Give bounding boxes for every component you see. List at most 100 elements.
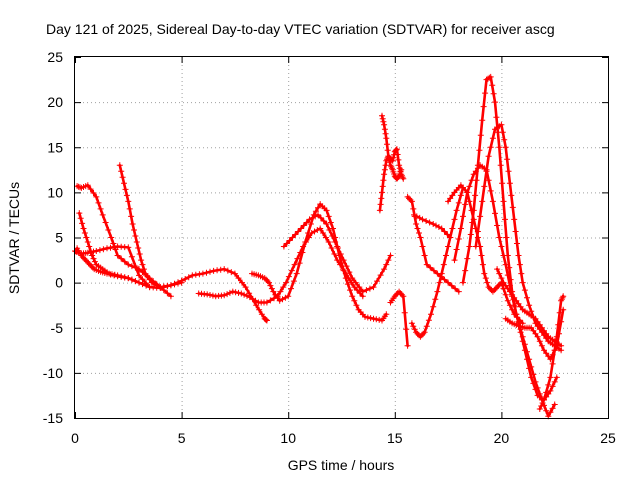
data-point [77,215,84,222]
data-point [398,166,405,173]
data-point [539,400,546,406]
series-trail [250,202,388,322]
data-point [315,204,321,211]
data-point [425,317,432,324]
data-point [90,255,97,262]
data-point [445,243,452,250]
data-point [339,266,346,273]
data-point [345,275,352,282]
data-point [541,396,547,403]
data-point [107,271,114,278]
x-tick-label: 15 [387,430,403,446]
data-point [353,302,360,309]
data-point [110,240,117,247]
data-point [479,198,486,205]
data-point [414,225,421,232]
data-point [131,227,137,233]
data-point [100,246,107,253]
data-point [390,154,397,161]
chart-title: Day 121 of 2025, Sidereal Day-to-day VTE… [46,21,555,37]
data-point [447,234,454,241]
data-point [99,211,106,218]
y-axis-label: SDTVAR / TECUs [6,182,22,294]
x-tick-label: 0 [71,430,79,446]
data-point [490,90,497,97]
data-point [497,162,504,169]
data-point [274,293,281,300]
data-point [317,214,324,221]
data-point [499,129,506,136]
data-point [426,219,433,226]
data-point [351,297,358,304]
data-point [322,234,329,241]
data-point [547,387,554,394]
data-point [479,261,486,268]
series-sat-b [74,182,174,300]
data-point [121,180,127,187]
data-point [401,309,408,316]
data-point [263,299,270,306]
data-point [291,261,298,268]
data-point [121,274,128,281]
data-point [400,293,407,300]
data-point [80,225,87,232]
data-point [256,306,263,313]
data-point [164,290,171,297]
data-point [305,234,312,241]
data-point [469,219,476,226]
data-point [164,282,171,289]
data-point [344,281,351,288]
data-point [231,270,238,277]
data-point [487,144,494,151]
data-point [545,381,552,388]
data-point [404,342,411,349]
data-point [119,174,126,181]
data-point [298,225,304,232]
data-point [381,121,388,128]
data-point [97,205,104,212]
data-point [430,303,437,310]
data-point [312,208,319,215]
data-point [508,192,515,199]
data-point [383,311,390,318]
data-point [449,225,456,232]
data-point [140,266,147,273]
data-point [295,228,302,235]
data-point [383,135,390,142]
data-point [410,205,417,212]
data-point [379,189,385,196]
data-point [432,296,439,303]
data-point [363,287,370,294]
series-sat-i [274,225,366,300]
data-point [423,261,430,268]
data-point [487,187,494,194]
data-point [121,258,128,265]
data-point [487,73,494,80]
data-point [377,272,384,279]
data-point [436,279,443,286]
data-point [519,279,526,286]
data-point [293,270,300,277]
data-point [303,219,310,226]
data-point [482,275,489,282]
data-point [427,264,434,271]
data-point [524,294,530,301]
data-point [379,115,386,122]
data-point [266,279,272,286]
data-point [509,204,516,211]
data-point [348,279,355,286]
series-trail [406,195,461,293]
data-point [448,282,455,289]
data-point [483,168,490,175]
data-point [500,252,507,259]
data-point [462,267,469,274]
data-point [489,82,496,89]
data-point [380,118,387,125]
data-point [359,293,366,300]
data-point [479,117,486,124]
data-point [337,251,344,257]
data-point [138,257,145,264]
data-point [285,273,292,280]
data-point [362,313,368,320]
